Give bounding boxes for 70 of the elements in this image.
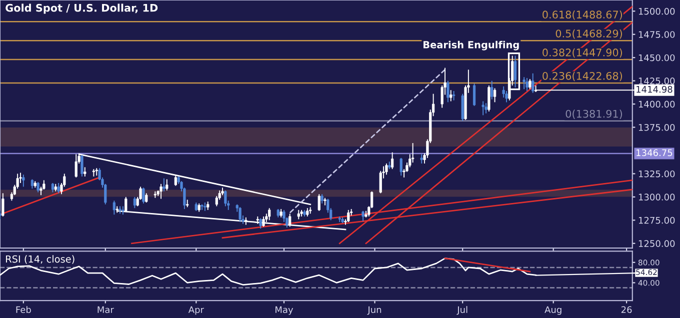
x-tick-label: 26 xyxy=(621,306,632,314)
y-tick-label: 1325.00 xyxy=(638,170,675,178)
x-tick-label: May xyxy=(276,306,294,315)
x-tick-label: Aug xyxy=(544,306,562,315)
annotation: Bearish Engulfing xyxy=(424,40,519,50)
candlestick xyxy=(472,83,476,106)
candlestick xyxy=(420,154,423,164)
candlestick xyxy=(166,178,168,191)
candlestick xyxy=(162,178,166,192)
candlestick xyxy=(482,100,484,116)
annotation: 1414.98 xyxy=(636,86,672,93)
ref-line-label: 0.5(1468.29) xyxy=(556,29,622,39)
ref-line-label: 1346.75 xyxy=(636,149,672,156)
y-tick-label: 1425.00 xyxy=(638,78,675,84)
y-tick-label: 1300.00 xyxy=(638,194,675,201)
candlestick xyxy=(133,196,136,209)
chart-title: RSI (14, close) xyxy=(6,255,74,264)
candlestick xyxy=(490,80,494,100)
candlestick xyxy=(259,218,262,230)
candlestick xyxy=(268,208,271,221)
y-tick-label: 1475.00 xyxy=(638,31,675,38)
candlestick xyxy=(493,88,496,103)
y-tick-label: 1400.00 xyxy=(638,100,675,108)
candlestick xyxy=(400,157,402,176)
candlestick xyxy=(385,163,388,176)
x-tick-label: Mar xyxy=(98,306,114,314)
ref-line-label: 0.236(1422.68) xyxy=(542,72,622,82)
candlestick xyxy=(320,194,324,204)
candlestick xyxy=(262,216,265,228)
candlestick xyxy=(391,152,394,170)
x-tick-label: Jul xyxy=(456,306,468,315)
y-tick-label: 1500.00 xyxy=(638,8,675,15)
candlestick xyxy=(532,72,534,94)
candlestick xyxy=(461,93,464,122)
y-tick-label: 1375.00 xyxy=(638,124,675,131)
candlestick xyxy=(514,55,517,88)
ref-line-label: 0.382(1447.90) xyxy=(542,48,622,58)
x-tick-label: Feb xyxy=(16,306,31,314)
candlestick xyxy=(526,78,528,92)
candlestick xyxy=(145,192,148,204)
candlestick xyxy=(446,80,450,103)
y-tick-label: 1450.00 xyxy=(638,54,675,62)
candlestick xyxy=(297,209,300,220)
candlestick xyxy=(522,76,526,90)
candlestick xyxy=(502,86,505,98)
candlestick xyxy=(288,213,292,228)
y-tick-label: 1275.00 xyxy=(638,216,675,224)
candlestick xyxy=(142,187,145,204)
candlestick xyxy=(362,210,364,222)
x-tick-label: Jun xyxy=(367,306,382,315)
candlestick xyxy=(484,102,488,114)
candlestick xyxy=(505,90,508,103)
candlestick xyxy=(224,190,227,207)
candlestick xyxy=(160,183,162,200)
candlestick xyxy=(318,194,320,212)
candlestick xyxy=(488,84,490,112)
candlestick xyxy=(112,200,116,216)
chart-title: Gold Spot / U.S. Dollar, 1D xyxy=(6,4,158,14)
y-tick-label: 1250.00 xyxy=(638,240,675,247)
candlestick xyxy=(528,78,532,90)
candlestick xyxy=(450,90,452,102)
candlestick xyxy=(379,170,382,194)
candlestick xyxy=(412,142,414,164)
ref-line-label: 0(1381.91) xyxy=(566,110,622,119)
candlestick xyxy=(174,174,177,186)
candlestick xyxy=(238,206,242,223)
candlestick xyxy=(347,209,350,223)
x-tick-label: Apr xyxy=(188,306,204,315)
candlestick xyxy=(452,90,456,101)
ref-line-label: 0.618(1488.67) xyxy=(542,10,622,20)
